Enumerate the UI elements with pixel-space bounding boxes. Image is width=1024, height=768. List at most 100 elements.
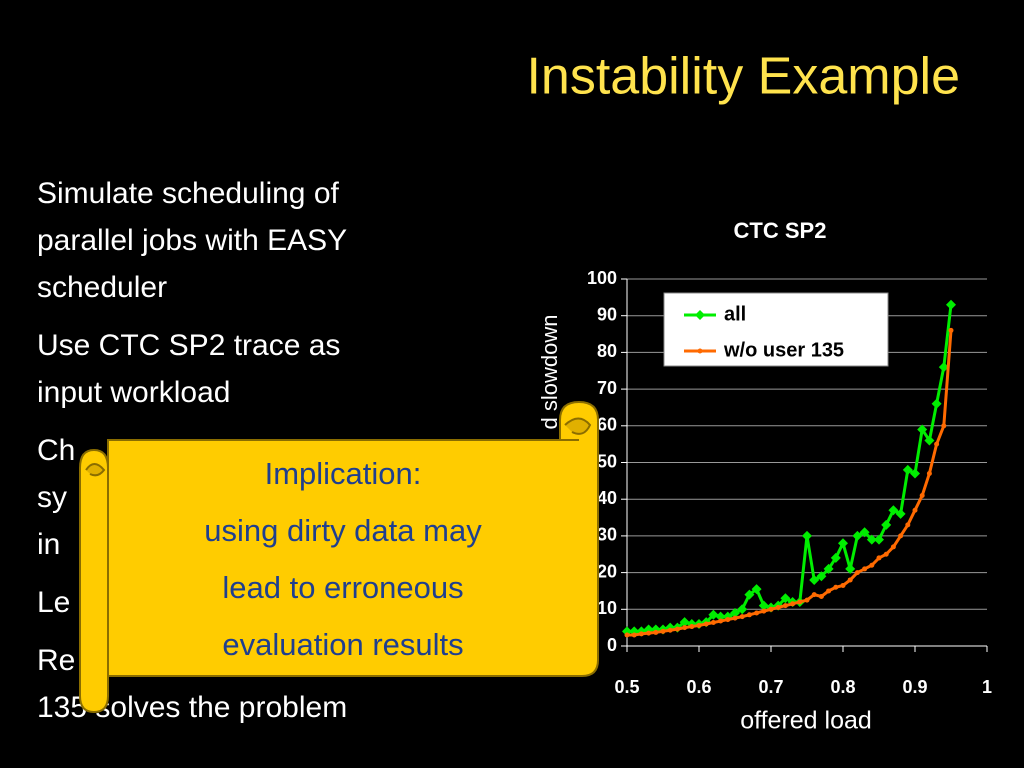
marker [624, 632, 630, 638]
marker [888, 505, 899, 516]
marker [660, 628, 666, 634]
marker [703, 621, 709, 627]
bullet-line: Simulate scheduling of [37, 177, 340, 210]
x-tick-label: 0.8 [830, 677, 855, 697]
scroll-curl [564, 417, 592, 435]
marker [638, 631, 644, 637]
bullet-line: scheduler [37, 271, 167, 304]
y-tick-label: 10 [597, 598, 617, 618]
marker [890, 544, 896, 550]
series-line [627, 330, 953, 637]
y-tick-label: 80 [597, 341, 617, 361]
marker [862, 566, 868, 572]
y-tick-label: 70 [597, 378, 617, 398]
legend-label: all [724, 303, 746, 325]
scroll-roll [79, 448, 109, 714]
marker [830, 552, 841, 563]
marker [946, 299, 956, 310]
marker [926, 471, 932, 477]
marker [682, 625, 688, 631]
y-tick-label: 50 [597, 451, 617, 471]
bullet-line: parallel jobs with EASY [37, 224, 347, 257]
y-tick-label: 30 [597, 525, 617, 545]
marker [838, 538, 848, 549]
bullet-line: Re [37, 644, 75, 677]
x-tick-label: 1 [982, 677, 992, 697]
marker [912, 507, 918, 513]
marker [934, 441, 940, 447]
y-tick-label: 40 [597, 488, 617, 508]
marker [833, 584, 839, 590]
marker [866, 534, 877, 545]
marker [869, 562, 875, 568]
marker [667, 627, 673, 633]
marker [910, 468, 920, 479]
y-tick-label: 60 [597, 415, 617, 435]
callout-line: using dirty data may [204, 513, 482, 548]
scroll-body [107, 400, 599, 677]
marker [948, 327, 954, 333]
marker [679, 617, 690, 628]
marker [674, 626, 680, 632]
chart-title: CTC SP2 [734, 218, 827, 243]
marker [790, 601, 796, 607]
marker [732, 615, 738, 621]
x-tick-label: 0.6 [686, 677, 711, 697]
legend: all w/o user 135 [663, 292, 889, 367]
marker [710, 620, 716, 626]
y-tick-label: 90 [597, 304, 617, 324]
marker [751, 584, 762, 595]
marker [941, 423, 947, 429]
marker [826, 588, 832, 594]
y-axis-label: d slowdown [537, 315, 562, 430]
marker [754, 610, 760, 616]
bullet-line: sy [37, 481, 67, 514]
marker [802, 530, 812, 541]
callout-line: lead to erroneous [222, 570, 463, 605]
marker [761, 608, 767, 614]
marker [823, 563, 834, 574]
marker [782, 603, 788, 609]
bullet-line: Use CTC SP2 trace as [37, 329, 340, 362]
x-axis-label: offered load [740, 707, 872, 735]
series-line [627, 304, 953, 633]
marker [708, 609, 719, 620]
bullet-line: in [37, 528, 60, 561]
marker [809, 574, 820, 585]
legend-label: w/o user 135 [723, 339, 844, 361]
marker [695, 310, 705, 320]
marker [811, 592, 817, 598]
marker [917, 424, 928, 435]
marker [696, 622, 702, 628]
y-tick-label: 0 [607, 635, 617, 655]
marker [780, 593, 791, 604]
bullet-line: Le [37, 586, 70, 619]
marker [919, 493, 925, 499]
marker [883, 551, 889, 557]
marker [758, 600, 769, 611]
marker [768, 606, 774, 612]
marker [859, 527, 870, 538]
marker [845, 563, 856, 574]
marker [876, 555, 882, 561]
marker [847, 577, 853, 583]
marker [725, 617, 731, 623]
marker [631, 632, 637, 638]
marker [653, 629, 659, 635]
y-tick-label: 100 [587, 268, 617, 288]
marker [895, 508, 906, 519]
marker [697, 348, 703, 354]
marker [938, 362, 949, 373]
marker [689, 624, 695, 630]
marker [931, 398, 942, 409]
x-tick-label: 0.7 [758, 677, 783, 697]
marker [730, 607, 740, 618]
marker [902, 464, 913, 475]
legend-box [663, 292, 889, 367]
marker [874, 534, 884, 545]
callout-line: Implication: [265, 456, 422, 491]
bullet-line: input workload [37, 376, 230, 409]
marker [854, 570, 860, 576]
marker [898, 533, 904, 539]
